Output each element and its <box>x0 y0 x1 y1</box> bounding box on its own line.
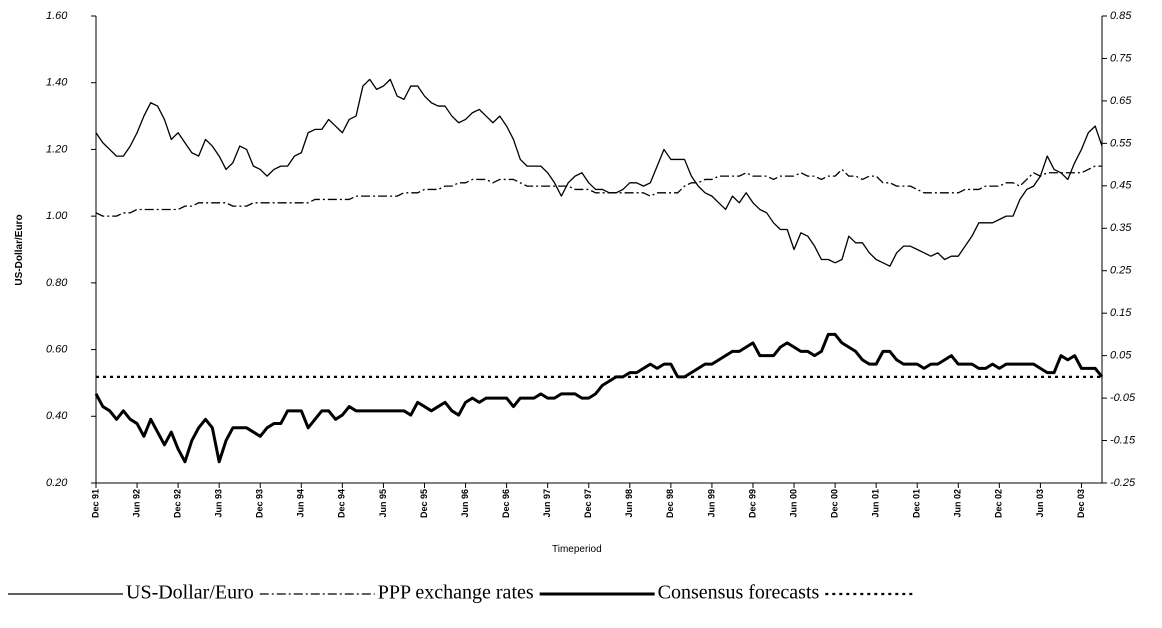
x-tick-label: Dec 99 <box>747 489 757 518</box>
y-tick-label: 1.00 <box>46 210 68 222</box>
y2-tick-label: 0.85 <box>1110 10 1132 22</box>
y2-tick-label: 0.75 <box>1110 52 1132 64</box>
x-tick-label: Jun 93 <box>214 489 224 518</box>
x-tick-label: Jun 03 <box>1035 489 1045 518</box>
y2-tick-label: -0.15 <box>1110 434 1136 446</box>
y2-tick-label: 0.65 <box>1110 95 1132 107</box>
x-tick-label: Jun 02 <box>953 489 963 518</box>
x-tick-label: Dec 94 <box>337 489 347 518</box>
series-line <box>94 332 1104 464</box>
series-line <box>95 78 1103 267</box>
legend-label: US-Dollar/Euro <box>126 582 254 604</box>
x-tick-label: Jun 00 <box>788 489 798 518</box>
x-tick-label: Dec 03 <box>1076 489 1086 518</box>
y2-tick-label: 0.55 <box>1110 137 1132 149</box>
y2-tick-label: -0.05 <box>1110 392 1136 404</box>
x-tick-label: Dec 01 <box>912 489 922 518</box>
y-axis-label: US-Dollar/Euro <box>14 214 25 285</box>
x-tick-label: Jun 96 <box>460 489 470 518</box>
x-tick-label: Jun 97 <box>542 489 552 518</box>
x-tick-label: Jun 98 <box>624 489 634 518</box>
y-tick-label: 0.40 <box>46 410 68 422</box>
x-axis-label: Timeperiod <box>552 544 602 555</box>
x-tick-label: Dec 98 <box>665 489 675 518</box>
legend-label: Consensus forecasts <box>658 582 820 604</box>
x-tick-label: Dec 00 <box>829 489 839 518</box>
x-tick-label: Dec 96 <box>501 489 511 518</box>
x-tick-label: Dec 97 <box>583 489 593 518</box>
y-tick-label: 0.80 <box>46 277 68 289</box>
y-tick-label: 1.20 <box>46 143 68 155</box>
y2-tick-label: 0.25 <box>1110 265 1132 277</box>
y-tick-label: 1.60 <box>46 10 68 22</box>
y2-tick-label: 0.35 <box>1110 222 1132 234</box>
y-tick-label: 1.40 <box>46 77 68 89</box>
x-tick-label: Jun 01 <box>871 489 881 518</box>
x-tick-label: Dec 92 <box>172 489 182 518</box>
x-tick-label: Dec 02 <box>994 489 1004 518</box>
series-line <box>95 165 1102 217</box>
legend-label: PPP exchange rates <box>378 582 534 604</box>
y2-tick-label: 0.45 <box>1110 180 1132 192</box>
x-tick-label: Jun 99 <box>706 489 716 518</box>
y2-tick-label: -0.25 <box>1110 477 1136 489</box>
y-tick-label: 0.60 <box>46 343 68 355</box>
x-tick-label: Dec 91 <box>90 489 100 518</box>
x-tick-label: Jun 92 <box>131 489 141 518</box>
y2-tick-label: 0.05 <box>1110 350 1132 362</box>
x-tick-label: Jun 94 <box>296 489 306 518</box>
y2-tick-label: 0.15 <box>1110 307 1132 319</box>
y-tick-label: 0.20 <box>46 477 68 489</box>
x-tick-label: Dec 95 <box>419 489 429 518</box>
x-tick-label: Jun 95 <box>378 489 388 518</box>
x-tick-label: Dec 93 <box>255 489 265 518</box>
